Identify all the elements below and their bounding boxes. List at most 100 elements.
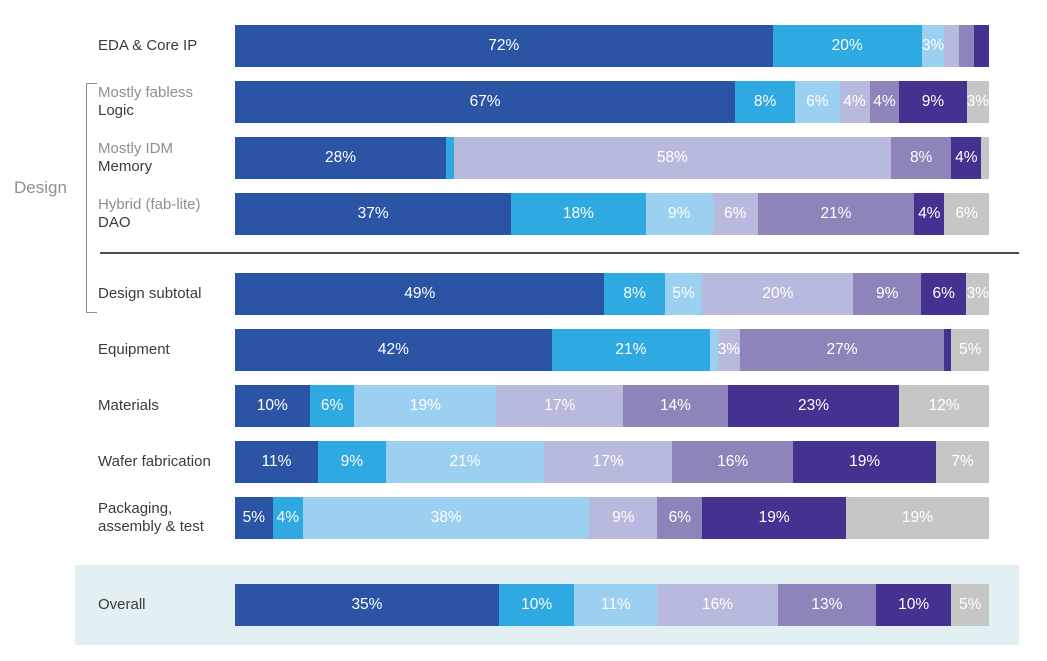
stacked-bar: 10% 6% 19% 17% 14% 23% 12% <box>235 385 989 427</box>
stacked-bar: 37% 18% 9% 6% 21% 4% 6% <box>235 193 989 235</box>
stacked-bar: 67% 8% 6% 4% 4% 9% 3% <box>235 81 989 123</box>
bar-segment: 21% <box>757 193 915 235</box>
bar-segment: 6% <box>657 497 703 539</box>
segment-value-label: 4% <box>955 149 978 166</box>
bar-segment: 4% <box>951 137 982 179</box>
segment-value-label: 5% <box>242 509 266 526</box>
segment-value-label: 9% <box>340 453 364 470</box>
segment-value-label: 6% <box>806 93 829 110</box>
subtotal-divider-line <box>100 252 1019 254</box>
stacked-bar: 72% 20% 3% <box>235 25 990 67</box>
segment-value-label: 10% <box>898 596 930 613</box>
bar-segment: 3% <box>921 25 944 67</box>
row-label: Design subtotal <box>98 273 230 315</box>
bar-segment <box>446 137 454 179</box>
bar-segment <box>710 329 718 371</box>
bar-segment: 8% <box>890 137 952 179</box>
row-label: Packaging, assembly & test <box>98 497 230 539</box>
bar-segment: 19% <box>845 497 989 539</box>
row-label: Wafer fabrication <box>98 441 230 483</box>
bar-segment <box>943 329 952 371</box>
bar-segment: 5% <box>951 329 990 371</box>
bar-segment: 6% <box>309 385 355 427</box>
chart-row: Mostly IDM Memory 28% 58% 8% 4% <box>0 137 1047 179</box>
segment-value-label: 9% <box>667 205 691 222</box>
segment-value-label: 27% <box>826 341 858 358</box>
bar-segment: 8% <box>604 273 665 315</box>
segment-value-label: 35% <box>351 596 383 613</box>
segment-value-label: 9% <box>875 285 899 302</box>
segment-value-label: 8% <box>623 285 646 302</box>
segment-value-label: 28% <box>325 149 357 166</box>
bar-segment: 37% <box>235 193 512 235</box>
bar-segment: 6% <box>944 193 989 235</box>
bar-segment: 11% <box>574 584 658 626</box>
bar-segment: 3% <box>717 329 741 371</box>
bar-segment: 67% <box>235 81 736 123</box>
row-label: Equipment <box>98 329 230 371</box>
bar-segment: 20% <box>772 25 922 67</box>
segment-value-label: 23% <box>798 397 830 414</box>
row-label-text: Overall <box>98 596 146 613</box>
design-group-bracket <box>86 83 97 313</box>
row-label: Materials <box>98 385 230 427</box>
bar-segment: 6% <box>794 81 840 123</box>
bar-segment: 11% <box>235 441 318 483</box>
bar-segment: 18% <box>511 193 646 235</box>
bar-segment: 20% <box>702 273 854 315</box>
bar-segment: 19% <box>702 497 846 539</box>
segment-value-label: 58% <box>656 149 688 166</box>
bar-segment: 10% <box>235 385 310 427</box>
segment-value-label: 3% <box>966 285 989 302</box>
row-label-text: Wafer fabrication <box>98 453 211 470</box>
bar-segment: 9% <box>589 497 658 539</box>
row-label-text: Equipment <box>98 341 170 358</box>
row-sublabel: Mostly IDM <box>98 140 173 157</box>
segment-value-label: 9% <box>921 93 945 110</box>
bar-segment: 3% <box>966 81 989 123</box>
chart-row: Hybrid (fab-lite) DAO 37% 18% 9% 6% 21% 4% 6% <box>0 193 1047 235</box>
segment-value-label: 19% <box>758 509 790 526</box>
row-label-text: Memory <box>98 158 153 175</box>
row-label-text: Logic <box>98 102 134 119</box>
bar-segment: 28% <box>235 137 447 179</box>
segment-value-label: 6% <box>320 397 344 414</box>
bar-segment: 4% <box>914 193 945 235</box>
bar-segment: 38% <box>302 497 590 539</box>
bar-segment: 6% <box>921 273 967 315</box>
bar-segment: 58% <box>453 137 891 179</box>
chart-row: Overall 35% 10% 11% 16% 13% 10% 5% <box>0 584 1047 626</box>
segment-value-label: 19% <box>849 453 881 470</box>
stacked-bar: 42% 21% 3% 27% 5% <box>235 329 990 371</box>
segment-value-label: 49% <box>404 285 436 302</box>
bar-segment: 13% <box>777 584 876 626</box>
segment-value-label: 67% <box>469 93 501 110</box>
segment-value-label: 4% <box>873 93 896 110</box>
segment-value-label: 13% <box>811 596 843 613</box>
segment-value-label: 10% <box>521 596 553 613</box>
segment-value-label: 42% <box>377 341 409 358</box>
bar-segment: 9% <box>899 81 967 123</box>
row-label-text: Packaging, <box>98 500 173 517</box>
segment-value-label: 38% <box>430 509 462 526</box>
bar-segment: 10% <box>875 584 952 626</box>
bar-segment: 16% <box>672 441 793 483</box>
segment-value-label: 21% <box>449 453 481 470</box>
bar-segment: 9% <box>317 441 386 483</box>
chart-row: Packaging, assembly & test 5% 4% 38% 9% 6% 19% 1… <box>0 497 1047 539</box>
segment-value-label: 5% <box>958 596 982 613</box>
row-label: EDA & Core IP <box>98 25 230 67</box>
segment-value-label: 17% <box>544 397 576 414</box>
segment-value-label: 11% <box>261 453 292 470</box>
segment-value-label: 5% <box>958 341 982 358</box>
bar-segment: 72% <box>235 25 773 67</box>
bar-segment: 17% <box>496 385 624 427</box>
segment-value-label: 5% <box>672 285 695 302</box>
bar-segment: 12% <box>899 385 989 427</box>
segment-value-label: 6% <box>723 205 747 222</box>
bar-segment: 4% <box>272 497 303 539</box>
bar-segment: 16% <box>657 584 778 626</box>
segment-value-label: 6% <box>955 205 978 222</box>
bar-segment: 17% <box>544 441 673 483</box>
row-sublabel: Mostly fabless <box>98 84 194 101</box>
